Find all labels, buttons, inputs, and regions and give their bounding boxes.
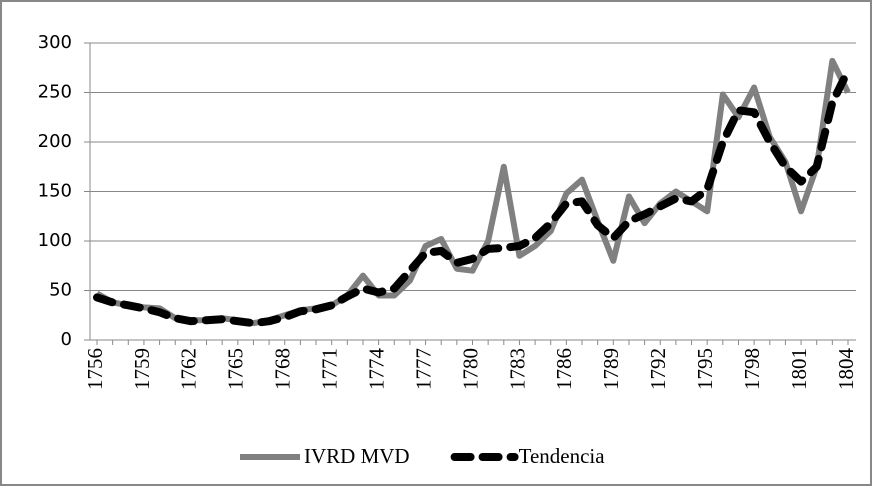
x-tick-label: 1801 — [787, 348, 811, 390]
x-tick-label: 1768 — [271, 348, 295, 390]
x-tick-label: 1792 — [646, 348, 670, 390]
y-tick-label: 0 — [61, 329, 72, 350]
x-tick-label: 1789 — [599, 348, 623, 390]
y-tick-label: 300 — [38, 32, 72, 53]
x-tick-label: 1777 — [411, 348, 435, 390]
x-tick-label: 1762 — [177, 348, 201, 390]
x-tick-label: 1786 — [552, 348, 576, 390]
x-tick-label: 1780 — [458, 348, 482, 390]
series-line — [93, 66, 852, 328]
x-tick-label: 1756 — [83, 348, 107, 390]
y-tick-label: 250 — [38, 82, 72, 103]
x-tick-label: 1771 — [318, 348, 342, 390]
legend-label: IVRD MVD — [304, 444, 410, 468]
y-tick-label: 150 — [38, 181, 72, 202]
x-tick-label: 1759 — [130, 348, 154, 390]
x-tick-label: 1798 — [740, 348, 764, 390]
x-tick-label: 1795 — [693, 348, 717, 390]
x-tick-label: 1804 — [834, 348, 858, 391]
x-tick-label: 1765 — [224, 348, 248, 390]
y-tick-label: 200 — [38, 131, 72, 152]
x-tick-label: 1783 — [505, 348, 529, 390]
y-tick-label: 50 — [49, 280, 72, 301]
y-tick-label: 100 — [38, 230, 72, 251]
x-tick-label: 1774 — [364, 348, 388, 391]
legend-label: Tendencia — [519, 444, 606, 468]
